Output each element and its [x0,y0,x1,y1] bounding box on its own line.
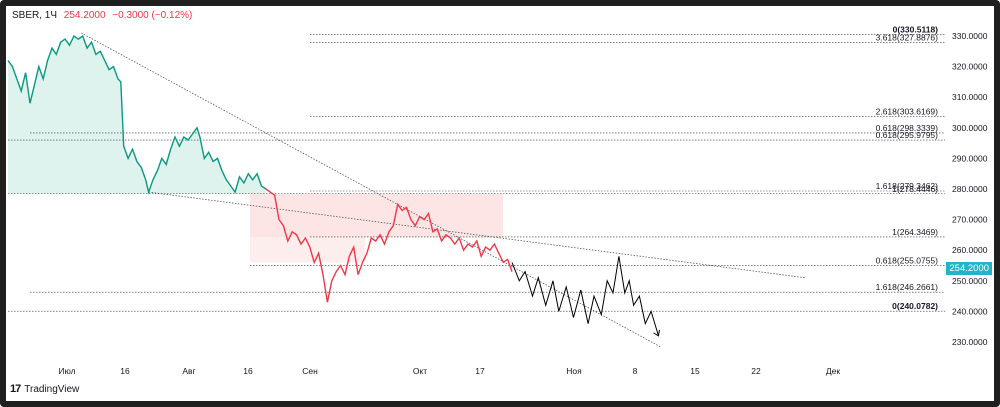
fib-label-0: 0(330.5118) [893,24,939,34]
y-tick-label-5: 280.0000 [952,184,988,194]
last-price: 254.2000 [63,10,106,21]
tradingview-brand[interactable]: 17 TradingView [10,383,79,395]
y-tick-label-3: 300.0000 [952,123,988,133]
x-tick-label-9: 15 [690,366,700,376]
y-tick-label-8: 250.0000 [952,276,988,286]
x-tick-label-8: 8 [633,366,638,376]
price-series-0 [7,34,267,195]
price-series-1 [265,188,513,303]
last-price-tag: 254.2000 [946,262,992,275]
fib-label-8: 0.618(255.0755) [876,255,939,265]
symbol-header: SBER, 1Ч 254.2000 −0.3000 (−0.12%) [12,10,196,21]
y-tick-label-9: 240.0000 [952,306,988,316]
fib-label-10: 0(240.0782) [892,301,938,311]
tradingview-logo-icon: 17 [10,383,21,395]
x-tick-label-11: Дек [826,366,840,376]
fib-label-9: 1.618(246.2661) [876,282,939,292]
x-tick-label-5: Окт [413,366,427,376]
fib-label-4: 0.618(295.9795) [876,130,939,140]
downtrend-shade-upper [250,193,503,238]
y-tick-label-4: 290.0000 [952,153,988,163]
fib-label-5: 1.618(279.3462) [876,181,939,191]
fib-label-3: 0.618(298.3339) [876,123,939,133]
x-tick-label-2: Авг [182,366,195,376]
uptrend-shade [8,36,266,194]
x-tick-label-10: 22 [751,366,761,376]
trendline-support [148,191,806,279]
x-tick-label-7: Ноя [566,366,582,376]
price-series-2 [511,256,659,337]
fib-label-1: 3.618(327.8876) [876,32,939,42]
fib-label-2: 2.618(303.6169) [876,107,939,117]
brand-name: TradingView [24,383,80,395]
y-tick-label-0: 330.0000 [952,31,988,41]
symbol-label[interactable]: SBER, 1Ч [12,10,58,21]
y-tick-label-10: 230.0000 [952,337,988,347]
y-tick-label-1: 320.0000 [952,62,988,72]
price-change: −0.3000 (−0.12%) [112,10,193,21]
x-tick-label-1: 16 [120,366,130,376]
x-tick-label-0: Июл [58,366,75,376]
x-tick-label-6: 17 [475,366,485,376]
projection-arrowhead [653,329,660,337]
x-tick-label-3: 16 [243,366,253,376]
y-tick-label-6: 270.0000 [952,215,988,225]
y-tick-label-7: 260.0000 [952,245,988,255]
y-tick-label-2: 310.0000 [952,92,988,102]
fib-label-7: 1(264.3469) [892,227,938,237]
fib-label-6: 1(278.4446) [892,184,938,194]
x-tick-label-4: Сен [302,366,318,376]
